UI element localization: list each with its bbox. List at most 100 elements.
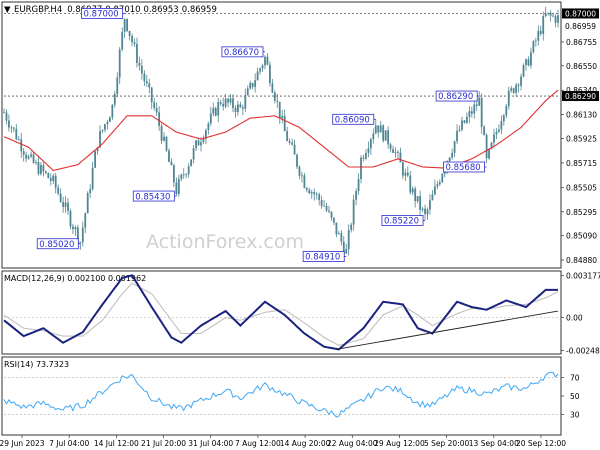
candle-body bbox=[81, 227, 84, 243]
candle-body bbox=[27, 156, 30, 159]
candle-body bbox=[20, 139, 23, 152]
candle-body bbox=[143, 73, 146, 82]
macd-label: MACD(12,26,9) 0.002100 0.001962 bbox=[4, 274, 146, 283]
candle-body bbox=[488, 148, 490, 159]
watermark: ActionForex.com bbox=[146, 231, 304, 253]
candle-body bbox=[155, 107, 158, 113]
annotation-label: 0.86670 bbox=[224, 48, 259, 58]
annotation-box bbox=[381, 215, 424, 226]
candle-body bbox=[461, 120, 463, 130]
candle-body bbox=[337, 233, 340, 235]
candle-body bbox=[458, 129, 461, 131]
candle-body bbox=[170, 161, 173, 166]
candle-body bbox=[512, 88, 515, 93]
price-axis: 0.86755 0.86550 0.86340 0.86130 0.85925 0.857… bbox=[561, 8, 599, 265]
candle-body bbox=[217, 102, 220, 116]
candle-body bbox=[249, 82, 252, 89]
candle-body bbox=[108, 117, 111, 122]
annotation-box bbox=[81, 8, 124, 19]
candle-body bbox=[148, 83, 151, 88]
candle-body bbox=[409, 175, 412, 193]
candle-body bbox=[517, 84, 520, 86]
candle-body bbox=[350, 224, 353, 230]
time-tick-label: 5 Sep 20:00 bbox=[424, 439, 470, 448]
price-tick-label: 0.86130 bbox=[566, 111, 597, 120]
candle-body bbox=[500, 121, 503, 130]
candle-body bbox=[91, 167, 94, 190]
timeframe: H4 bbox=[50, 5, 62, 15]
candle-body bbox=[438, 182, 441, 185]
candle-body bbox=[419, 196, 422, 210]
annotation-label: 0.85680 bbox=[445, 163, 480, 173]
candle-body bbox=[195, 140, 197, 149]
rsi-tick-label: 70 bbox=[570, 374, 580, 383]
candle-body bbox=[256, 71, 259, 81]
candle-body bbox=[182, 174, 185, 176]
candle-body bbox=[131, 35, 133, 43]
candle-body bbox=[392, 149, 394, 153]
candle-body bbox=[502, 115, 505, 122]
candle-body bbox=[441, 174, 444, 183]
candle-body bbox=[222, 103, 225, 107]
candle-body bbox=[433, 186, 436, 195]
price-tick-label: 0.86340 bbox=[566, 86, 597, 95]
time-tick-label: 20 Sep 12:00 bbox=[516, 439, 566, 448]
rsi-line bbox=[3, 371, 559, 418]
candle-body bbox=[8, 120, 10, 128]
annotation-label: 0.86290 bbox=[438, 92, 473, 102]
candle-body bbox=[84, 213, 87, 228]
candle-body bbox=[495, 131, 498, 135]
price-annotations: 0.85020 0.87000 0.85430 0.86670 0.84910 0.860… bbox=[36, 8, 487, 263]
candle-body bbox=[261, 65, 264, 69]
candle-body bbox=[507, 90, 510, 106]
candle-body bbox=[367, 148, 370, 153]
price-tick-label: 0.85925 bbox=[566, 134, 597, 143]
candle-body bbox=[303, 175, 306, 188]
candle-body bbox=[246, 88, 249, 96]
candle-body bbox=[106, 121, 109, 125]
candle-body bbox=[79, 242, 82, 244]
candle-body bbox=[342, 241, 345, 254]
candle-body bbox=[22, 151, 25, 155]
candle-body bbox=[310, 192, 313, 194]
candle-body bbox=[475, 104, 478, 106]
candle-body bbox=[136, 43, 138, 63]
candle-body bbox=[283, 115, 286, 132]
candle-body bbox=[57, 187, 60, 194]
candle-body bbox=[172, 165, 175, 183]
annotation-box bbox=[443, 161, 485, 173]
candle-body bbox=[241, 107, 244, 109]
candle-body bbox=[313, 192, 316, 195]
candle-body bbox=[281, 115, 284, 119]
candle-body bbox=[537, 30, 540, 41]
candle-body bbox=[431, 194, 434, 201]
time-tick-label: 21 Jul 20:00 bbox=[141, 439, 186, 448]
candle-body bbox=[520, 76, 522, 86]
candle-body bbox=[463, 120, 466, 123]
candle-body bbox=[352, 199, 355, 225]
time-axis: 29 Jun 2023 7 Jul 04:00 14 Jul 12:00 21 Jul… bbox=[0, 435, 566, 448]
macd-tick-label: 0.00 bbox=[566, 314, 583, 323]
candle-body bbox=[76, 227, 79, 243]
candle-body bbox=[202, 139, 205, 143]
candle-body bbox=[384, 130, 387, 141]
annotation-label: 0.85020 bbox=[39, 240, 74, 250]
candle-body bbox=[544, 13, 547, 17]
candle-body bbox=[399, 152, 402, 163]
candle-body bbox=[473, 104, 476, 114]
candle-body bbox=[308, 189, 311, 194]
candle-body bbox=[99, 130, 101, 148]
price-tick-label: 0.86755 bbox=[566, 38, 597, 47]
price-tick-label: 0.85295 bbox=[566, 208, 597, 217]
candle-body bbox=[305, 187, 308, 190]
candle-body bbox=[232, 98, 234, 109]
candle-body bbox=[379, 125, 382, 133]
candle-body bbox=[404, 172, 407, 176]
candle-body bbox=[15, 128, 18, 140]
candle-body bbox=[291, 142, 293, 145]
candle-body bbox=[259, 68, 261, 72]
ma-line bbox=[3, 89, 559, 172]
annotation-box bbox=[221, 46, 264, 58]
candle-body bbox=[52, 175, 55, 181]
time-tick-label: 13 Sep 04:00 bbox=[469, 439, 519, 448]
